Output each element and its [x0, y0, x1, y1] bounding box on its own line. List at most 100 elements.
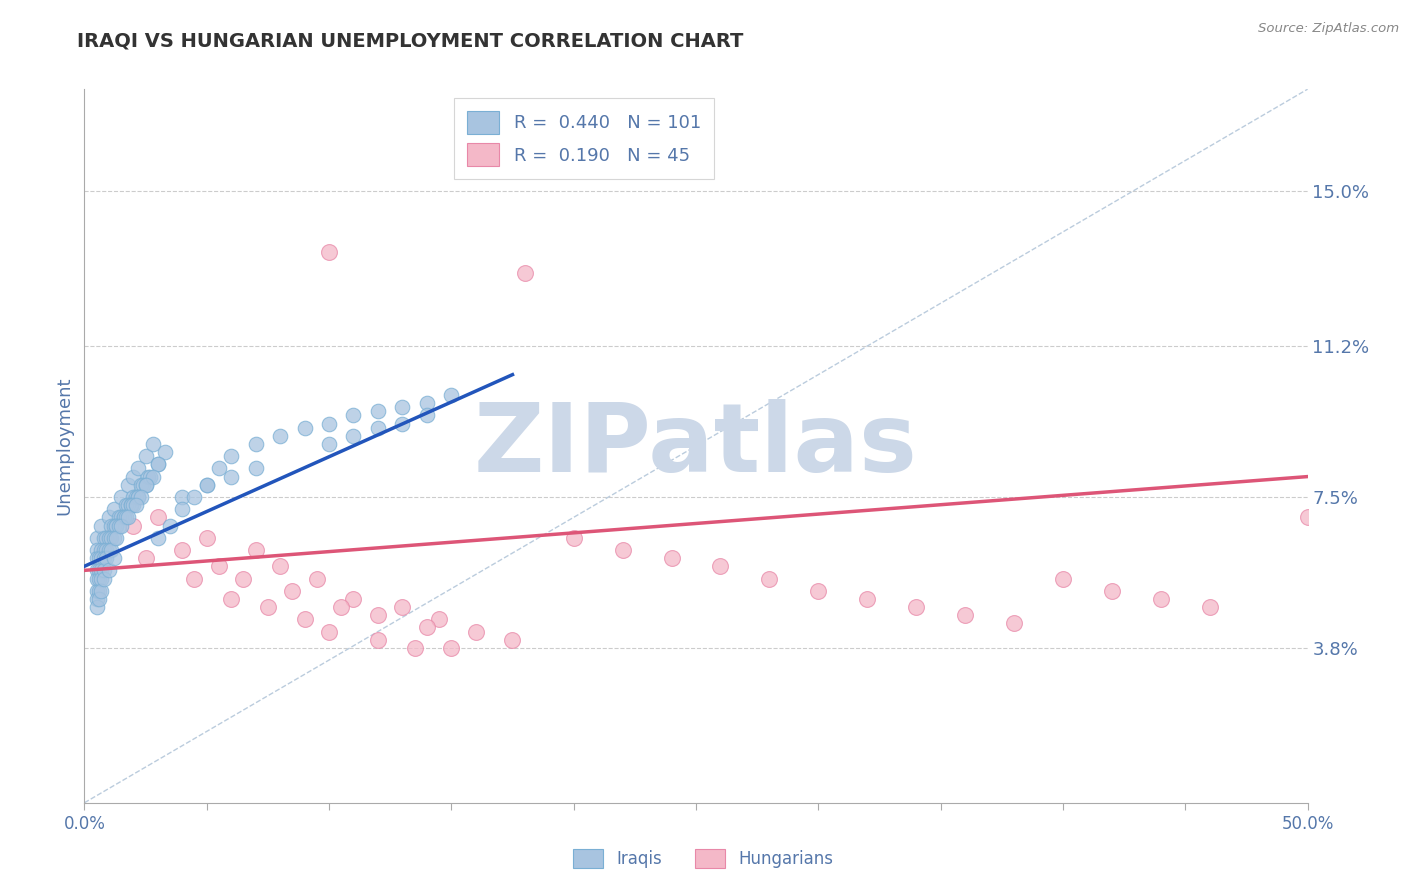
Point: [146, 531, 169, 545]
Point: [142, 437, 165, 451]
Point: [135, 477, 157, 491]
Point: [219, 449, 242, 463]
Point: [87, 591, 110, 606]
Point: [172, 543, 194, 558]
Point: [1296, 510, 1319, 524]
Point: [135, 477, 157, 491]
Point: [758, 572, 780, 586]
Point: [93, 563, 115, 577]
Point: [107, 510, 129, 524]
Point: [139, 469, 162, 483]
Point: [90, 563, 112, 577]
Point: [232, 572, 254, 586]
Point: [318, 417, 340, 431]
Point: [97, 563, 120, 577]
Point: [100, 518, 122, 533]
Point: [391, 401, 413, 415]
Point: [562, 531, 585, 545]
Point: [440, 388, 463, 402]
Point: [195, 477, 218, 491]
Point: [1052, 572, 1074, 586]
Point: [245, 543, 267, 558]
Point: [93, 543, 115, 558]
Point: [87, 572, 110, 586]
Point: [93, 531, 115, 545]
Point: [103, 518, 125, 533]
Point: [120, 498, 142, 512]
Point: [208, 461, 231, 475]
Text: IRAQI VS HUNGARIAN UNEMPLOYMENT CORRELATION CHART: IRAQI VS HUNGARIAN UNEMPLOYMENT CORRELAT…: [77, 31, 744, 50]
Point: [391, 600, 413, 615]
Point: [129, 490, 152, 504]
Point: [87, 563, 110, 577]
Point: [97, 531, 120, 545]
Point: [110, 510, 132, 524]
Point: [183, 572, 205, 586]
Text: Source: ZipAtlas.com: Source: ZipAtlas.com: [1258, 22, 1399, 36]
Point: [129, 477, 152, 491]
Point: [208, 559, 231, 574]
Point: [135, 449, 157, 463]
Point: [330, 600, 353, 615]
Point: [90, 551, 112, 566]
Point: [96, 531, 118, 545]
Point: [117, 477, 139, 491]
Point: [416, 409, 439, 423]
Point: [132, 477, 155, 491]
Point: [464, 624, 486, 639]
Point: [127, 461, 149, 475]
Point: [1198, 600, 1220, 615]
Point: [86, 563, 108, 577]
Point: [342, 409, 364, 423]
Point: [281, 583, 304, 598]
Point: [100, 543, 122, 558]
Point: [195, 531, 218, 545]
Point: [86, 600, 108, 615]
Point: [367, 632, 389, 647]
Point: [219, 469, 242, 483]
Point: [110, 518, 132, 533]
Y-axis label: Unemployment: Unemployment: [55, 376, 73, 516]
Point: [905, 600, 928, 615]
Point: [269, 429, 291, 443]
Point: [440, 640, 463, 655]
Point: [513, 266, 536, 280]
Point: [105, 518, 128, 533]
Point: [1150, 591, 1173, 606]
Point: [87, 551, 110, 566]
Point: [122, 498, 145, 512]
Point: [86, 551, 108, 566]
Point: [294, 612, 316, 626]
Point: [103, 551, 125, 566]
Point: [404, 640, 426, 655]
Point: [93, 572, 115, 586]
Point: [136, 469, 159, 483]
Point: [122, 518, 145, 533]
Point: [96, 543, 118, 558]
Point: [86, 531, 108, 545]
Point: [87, 583, 110, 598]
Point: [612, 543, 634, 558]
Point: [86, 583, 108, 598]
Point: [112, 510, 135, 524]
Point: [90, 583, 112, 598]
Point: [103, 531, 125, 545]
Point: [135, 551, 157, 566]
Point: [142, 469, 165, 483]
Point: [115, 510, 138, 524]
Point: [125, 498, 148, 512]
Point: [427, 612, 450, 626]
Point: [391, 417, 413, 431]
Point: [195, 477, 218, 491]
Point: [269, 559, 291, 574]
Point: [172, 490, 194, 504]
Point: [146, 458, 169, 472]
Point: [86, 543, 108, 558]
Point: [125, 490, 148, 504]
Point: [294, 420, 316, 434]
Point: [122, 490, 145, 504]
Point: [112, 510, 135, 524]
Point: [807, 583, 830, 598]
Point: [159, 518, 181, 533]
Point: [318, 437, 340, 451]
